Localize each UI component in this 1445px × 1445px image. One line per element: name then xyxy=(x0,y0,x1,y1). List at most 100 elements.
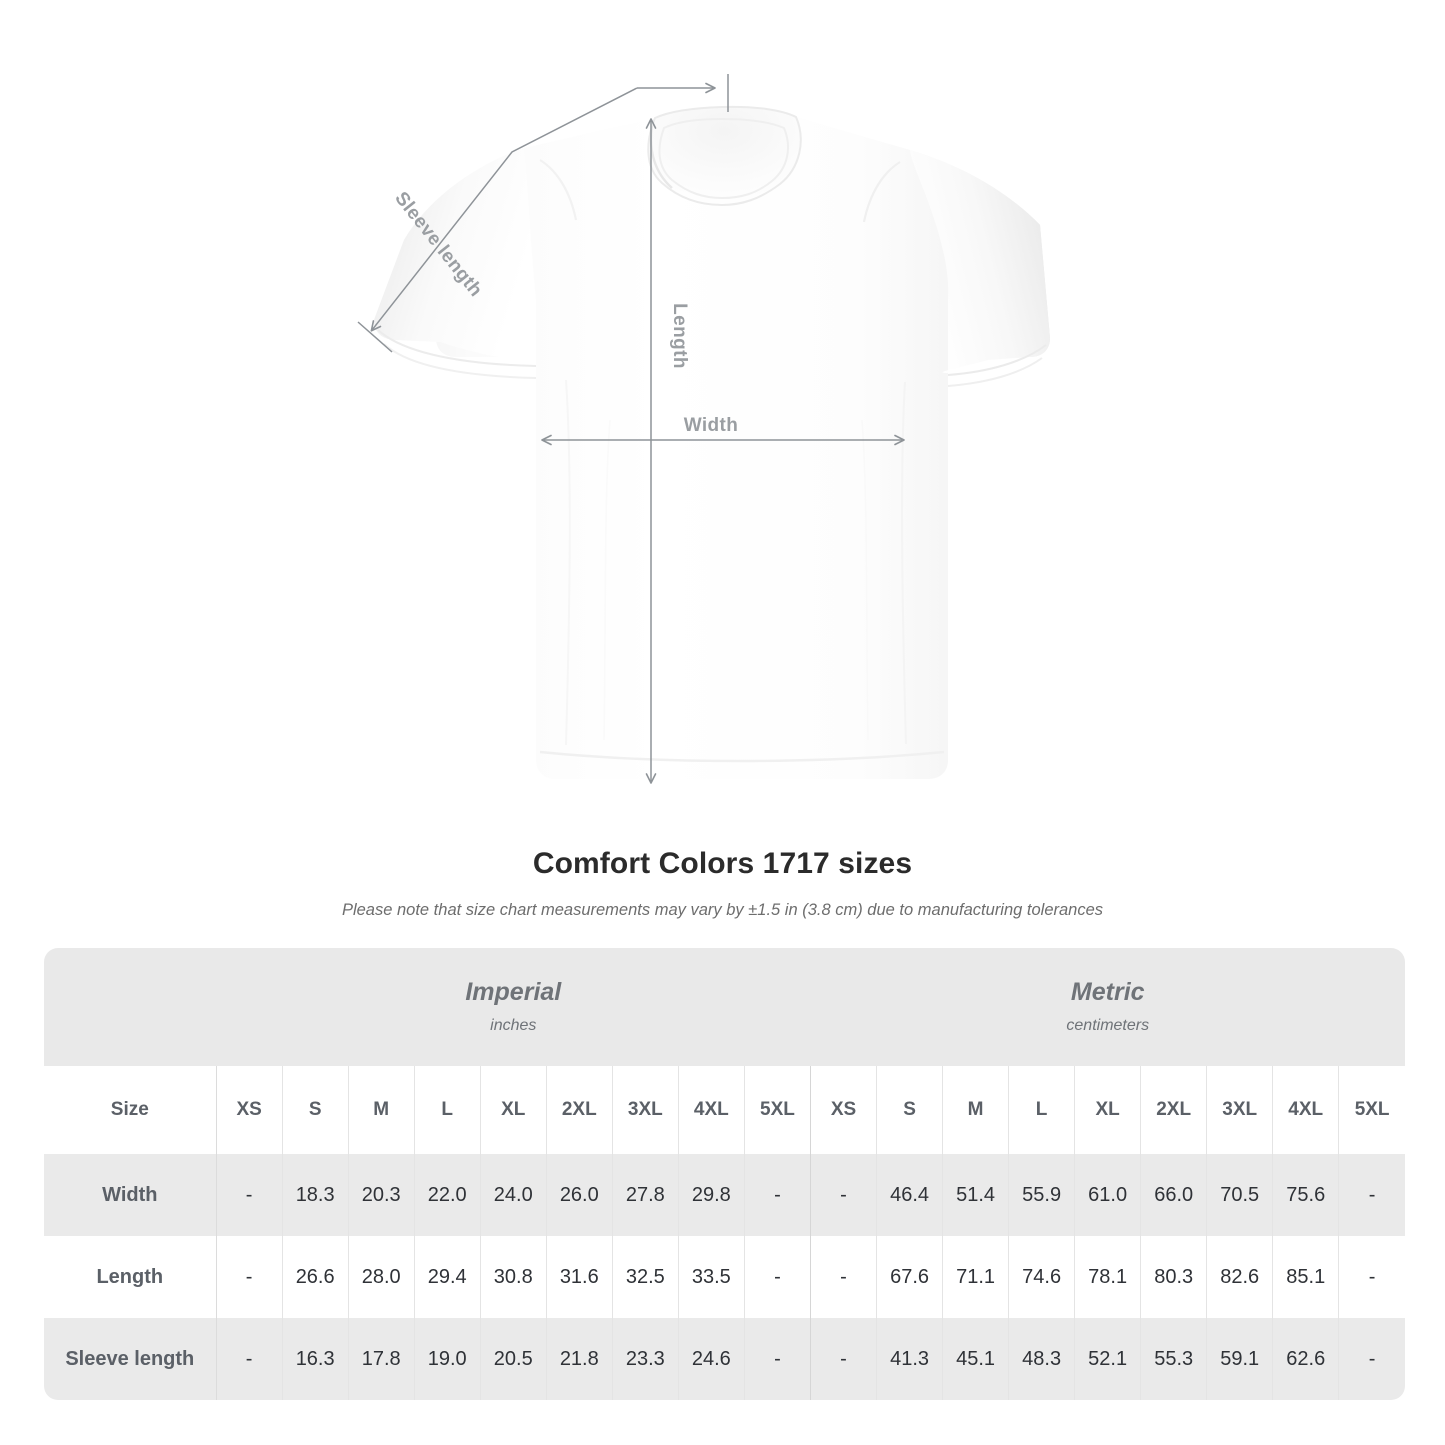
cell-width-imperial-xl: 24.0 xyxy=(480,1154,547,1236)
cell-length-metric-5xl: - xyxy=(1338,1236,1405,1318)
cell-length-imperial-xs: - xyxy=(216,1236,283,1318)
cell-sleeve-length-metric-2xl: 55.3 xyxy=(1140,1318,1208,1400)
size-header-imperial-xs: XS xyxy=(216,1066,283,1154)
tshirt-shape xyxy=(374,105,1050,779)
cell-length-metric-s: 67.6 xyxy=(876,1236,944,1318)
cell-width-metric-m: 51.4 xyxy=(942,1154,1010,1236)
cell-sleeve-length-imperial-l: 19.0 xyxy=(414,1318,481,1400)
tolerance-note: Please note that size chart measurements… xyxy=(341,900,1104,919)
cell-length-imperial-5xl: - xyxy=(744,1236,812,1318)
tshirt-diagram: Sleeve length Length Width xyxy=(357,74,1050,784)
size-header-imperial-5xl: 5XL xyxy=(744,1066,812,1154)
unit-system-unit: centimeters xyxy=(1066,1017,1150,1035)
size-header-metric-2xl: 2XL xyxy=(1140,1066,1208,1154)
cell-length-imperial-4xl: 33.5 xyxy=(678,1236,745,1318)
cell-length-imperial-l: 29.4 xyxy=(414,1236,481,1318)
table-row: Width -18.3 20.3 22.0 24.0 26.0 27.8 29.8- -46.4… xyxy=(44,1154,1405,1236)
cell-width-imperial-s: 18.3 xyxy=(282,1154,349,1236)
cell-sleeve-length-imperial-xl: 20.5 xyxy=(480,1318,547,1400)
cell-width-imperial-l: 22.0 xyxy=(414,1154,481,1236)
cell-sleeve-length-metric-m: 45.1 xyxy=(942,1318,1010,1400)
cell-width-imperial-5xl: - xyxy=(744,1154,812,1236)
cell-width-metric-xl: 61.0 xyxy=(1074,1154,1142,1236)
cell-width-imperial-xs: - xyxy=(216,1154,283,1236)
cell-length-imperial-m: 28.0 xyxy=(348,1236,415,1318)
cell-width-imperial-2xl: 26.0 xyxy=(546,1154,613,1236)
size-header-metric-4xl: 4XL xyxy=(1272,1066,1340,1154)
size-header-imperial-3xl: 3XL xyxy=(612,1066,679,1154)
size-header-imperial-m: M xyxy=(348,1066,415,1154)
cell-sleeve-length-imperial-5xl: - xyxy=(744,1318,812,1400)
cell-width-metric-2xl: 66.0 xyxy=(1140,1154,1208,1236)
cell-sleeve-length-metric-l: 48.3 xyxy=(1008,1318,1076,1400)
cell-width-metric-l: 55.9 xyxy=(1008,1154,1076,1236)
banner-spacer-cell xyxy=(44,948,217,1066)
measurement-guides xyxy=(357,74,905,784)
cell-sleeve-length-metric-xl: 52.1 xyxy=(1074,1318,1142,1400)
cell-sleeve-length-metric-4xl: 62.6 xyxy=(1272,1318,1340,1400)
cell-length-metric-xl: 78.1 xyxy=(1074,1236,1142,1318)
cell-sleeve-length-imperial-xs: - xyxy=(216,1318,283,1400)
size-header-metric-m: M xyxy=(942,1066,1010,1154)
size-header-metric-xl: XL xyxy=(1074,1066,1142,1154)
cell-width-metric-5xl: - xyxy=(1338,1154,1405,1236)
measurement-label-length: Length xyxy=(44,1236,217,1318)
size-header-metric-3xl: 3XL xyxy=(1206,1066,1274,1154)
label-width: Width xyxy=(684,415,739,436)
label-length: Length xyxy=(669,303,690,369)
size-header-metric-l: L xyxy=(1008,1066,1076,1154)
cell-length-metric-xs: - xyxy=(810,1236,878,1318)
unit-system-name: Metric xyxy=(1070,977,1145,1006)
size-header-metric-xs: XS xyxy=(810,1066,878,1154)
size-header-imperial-l: L xyxy=(414,1066,481,1154)
cell-length-metric-3xl: 82.6 xyxy=(1206,1236,1274,1318)
table-row: Sleeve length -16.3 17.8 19.0 20.5 21.8 23.3 24… xyxy=(44,1318,1405,1400)
heading-block: Comfort Colors 1717 sizes Please note th… xyxy=(0,845,1445,921)
cell-sleeve-length-metric-5xl: - xyxy=(1338,1318,1405,1400)
cell-sleeve-length-imperial-m: 17.8 xyxy=(348,1318,415,1400)
size-header-metric-s: S xyxy=(876,1066,944,1154)
measurement-label-sleeve-length: Sleeve length xyxy=(44,1318,217,1400)
size-header-imperial-s: S xyxy=(282,1066,349,1154)
size-header-imperial-4xl: 4XL xyxy=(678,1066,745,1154)
cell-width-metric-xs: - xyxy=(810,1154,878,1236)
cell-length-metric-2xl: 80.3 xyxy=(1140,1236,1208,1318)
cell-width-imperial-m: 20.3 xyxy=(348,1154,415,1236)
cell-width-imperial-4xl: 29.8 xyxy=(678,1154,745,1236)
cell-length-metric-m: 71.1 xyxy=(942,1236,1010,1318)
cell-length-imperial-3xl: 32.5 xyxy=(612,1236,679,1318)
cell-length-metric-l: 74.6 xyxy=(1008,1236,1076,1318)
page-title: Comfort Colors 1717 sizes xyxy=(532,847,913,880)
measurement-label-width: Width xyxy=(44,1154,217,1236)
size-column-header: Size xyxy=(44,1066,217,1154)
size-header-imperial-2xl: 2XL xyxy=(546,1066,613,1154)
cell-sleeve-length-imperial-s: 16.3 xyxy=(282,1318,349,1400)
size-table: Imperial inches Metric centimeters Size XS S M L… xyxy=(44,948,1405,1400)
size-header-metric-5xl: 5XL xyxy=(1338,1066,1405,1154)
unit-system-unit: inches xyxy=(490,1017,537,1035)
guide-top-leader xyxy=(637,74,729,112)
unit-system-banner-row: Imperial inches Metric centimeters xyxy=(44,948,1405,1066)
cell-length-imperial-xl: 30.8 xyxy=(480,1236,547,1318)
cell-sleeve-length-metric-3xl: 59.1 xyxy=(1206,1318,1274,1400)
cell-length-imperial-2xl: 31.6 xyxy=(546,1236,613,1318)
tshirt-illustration-svg: Sleeve length Length Width xyxy=(357,74,1050,784)
size-header-row: Size XS S M L XL 2XL 3XL 4XL 5XL XS S M L XL 2XL 3XL 4XL 5… xyxy=(44,1066,1405,1154)
unit-system-metric: Metric centimeters xyxy=(810,948,1405,1066)
unit-system-name: Imperial xyxy=(465,977,562,1006)
cell-sleeve-length-imperial-2xl: 21.8 xyxy=(546,1318,613,1400)
cell-width-imperial-3xl: 27.8 xyxy=(612,1154,679,1236)
table-row: Length -26.6 28.0 29.4 30.8 31.6 32.5 33.5- -67.… xyxy=(44,1236,1405,1318)
cell-sleeve-length-imperial-3xl: 23.3 xyxy=(612,1318,679,1400)
cell-length-metric-4xl: 85.1 xyxy=(1272,1236,1340,1318)
cell-width-metric-3xl: 70.5 xyxy=(1206,1154,1274,1236)
cell-width-metric-s: 46.4 xyxy=(876,1154,944,1236)
cell-length-imperial-s: 26.6 xyxy=(282,1236,349,1318)
guide-sleeve-length xyxy=(357,87,638,353)
cell-sleeve-length-imperial-4xl: 24.6 xyxy=(678,1318,745,1400)
cell-sleeve-length-metric-s: 41.3 xyxy=(876,1318,944,1400)
unit-system-imperial: Imperial inches xyxy=(216,948,811,1066)
cell-width-metric-4xl: 75.6 xyxy=(1272,1154,1340,1236)
cell-sleeve-length-metric-xs: - xyxy=(810,1318,878,1400)
